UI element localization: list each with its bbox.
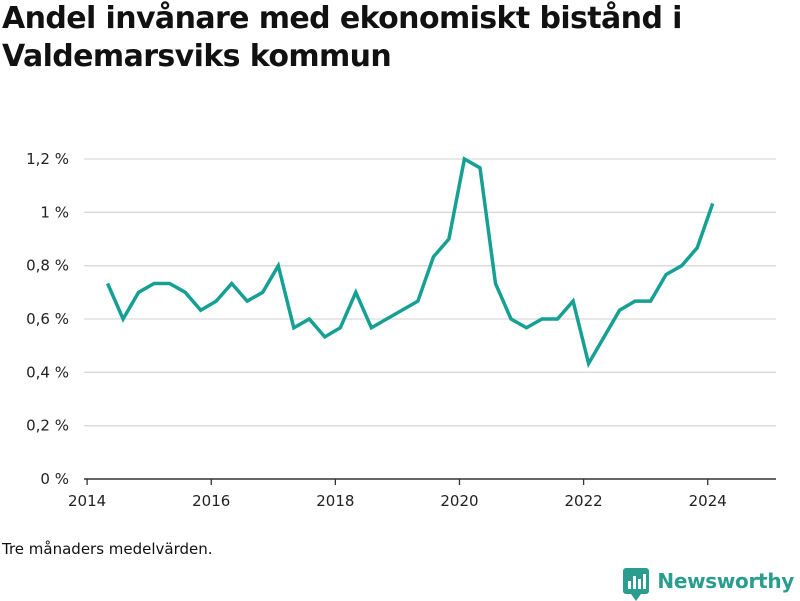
brand-name: Newsworthy (657, 569, 794, 593)
x-tick-label: 2016 (192, 492, 230, 510)
y-axis: 0 % 0,2 % 0,4 % 0,6 % 0,8 % 1 % 1,2 % (26, 150, 69, 488)
x-tick-label: 2014 (68, 492, 106, 510)
bar-chart-icon (623, 568, 650, 601)
y-tick-label: 0,4 % (26, 363, 69, 381)
brand-logo: Newsworthy (623, 568, 794, 601)
y-tick-label: 0,8 % (26, 257, 69, 275)
y-tick-label: 0,2 % (26, 417, 69, 435)
footnote: Tre månaders medelvärden. (2, 540, 213, 558)
chart-title: Andel invånare med ekonomiskt bistånd i … (2, 1, 682, 74)
x-tick-label: 2022 (565, 492, 603, 510)
y-tick-label: 0 % (40, 470, 69, 488)
series-line (105, 156, 715, 369)
x-tick-label: 2018 (316, 492, 354, 510)
x-tick-label: 2020 (440, 492, 478, 510)
x-axis: 2014 2016 2018 2020 2022 2024 (68, 478, 776, 510)
y-tick-label: 0,6 % (26, 310, 69, 328)
gridlines (84, 158, 776, 427)
y-tick-label: 1,2 % (26, 150, 69, 168)
series-group (105, 156, 715, 369)
x-tick-label: 2024 (689, 492, 727, 510)
y-tick-label: 1 % (40, 203, 69, 221)
